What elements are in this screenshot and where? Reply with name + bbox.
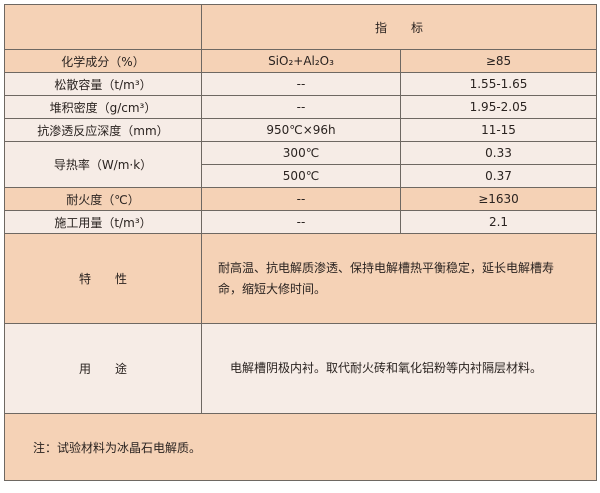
specification-table: 指 标 化学成分（%） SiO₂+Al₂O₃ ≥85 松散容量（t/m³） --…	[3, 4, 598, 481]
row-name: 松散容量（t/m³）	[4, 72, 202, 96]
row-condition: 950℃×96h	[201, 118, 401, 142]
row-name: 耐火度（℃）	[4, 187, 202, 211]
row-name: 化学成分（%）	[4, 49, 202, 73]
row-value: 0.33	[399, 141, 598, 165]
row-condition: --	[201, 72, 401, 96]
table-row: 耐火度（℃） -- ≥1630	[4, 187, 598, 211]
row-value: 2.1	[399, 210, 598, 234]
table-row: 松散容量（t/m³） -- 1.55-1.65	[4, 72, 598, 96]
properties-label: 特 性	[4, 233, 202, 324]
properties-text: 耐高温、抗电解质渗透、保持电解槽热平衡稳定，延长电解槽寿命，缩短大修时间。	[200, 233, 598, 324]
row-condition: --	[201, 187, 401, 211]
row-value: ≥1630	[399, 187, 598, 211]
row-condition: 300℃	[201, 141, 401, 165]
table-row: 导热率（W/m·k） 300℃ 0.33	[4, 141, 598, 188]
row-condition: 500℃	[201, 164, 401, 188]
row-condition: SiO₂+Al₂O₃	[201, 49, 401, 73]
row-condition: --	[201, 210, 401, 234]
row-condition: --	[201, 95, 401, 119]
row-name: 堆积密度（g/cm³）	[4, 95, 202, 119]
row-value: 0.37	[399, 164, 598, 188]
row-name: 抗渗透反应深度（mm）	[4, 118, 202, 142]
header-row: 指 标	[4, 4, 598, 50]
row-value: 1.95-2.05	[399, 95, 598, 119]
row-name: 施工用量（t/m³）	[4, 210, 202, 234]
header-empty-cell	[4, 4, 202, 50]
usage-row: 用 途 电解槽阴极内衬。取代耐火砖和氧化铝粉等内衬隔层材料。	[4, 323, 598, 414]
note-text: 注：试验材料为冰晶石电解质。	[3, 413, 598, 481]
table-row: 堆积密度（g/cm³） -- 1.95-2.05	[4, 95, 598, 119]
note-row: 注：试验材料为冰晶石电解质。	[3, 413, 598, 481]
table-row: 化学成分（%） SiO₂+Al₂O₃ ≥85	[4, 49, 598, 73]
row-value: 11-15	[399, 118, 598, 142]
table-row: 施工用量（t/m³） -- 2.1	[4, 210, 598, 234]
table-row: 抗渗透反应深度（mm） 950℃×96h 11-15	[4, 118, 598, 142]
row-name: 导热率（W/m·k）	[4, 141, 202, 188]
row-value: 1.55-1.65	[399, 72, 598, 96]
row-value: ≥85	[399, 49, 598, 73]
properties-row: 特 性 耐高温、抗电解质渗透、保持电解槽热平衡稳定，延长电解槽寿命，缩短大修时间…	[4, 233, 598, 324]
usage-text: 电解槽阴极内衬。取代耐火砖和氧化铝粉等内衬隔层材料。	[200, 323, 598, 414]
usage-label: 用 途	[4, 323, 202, 414]
header-indicator: 指 标	[200, 4, 598, 50]
